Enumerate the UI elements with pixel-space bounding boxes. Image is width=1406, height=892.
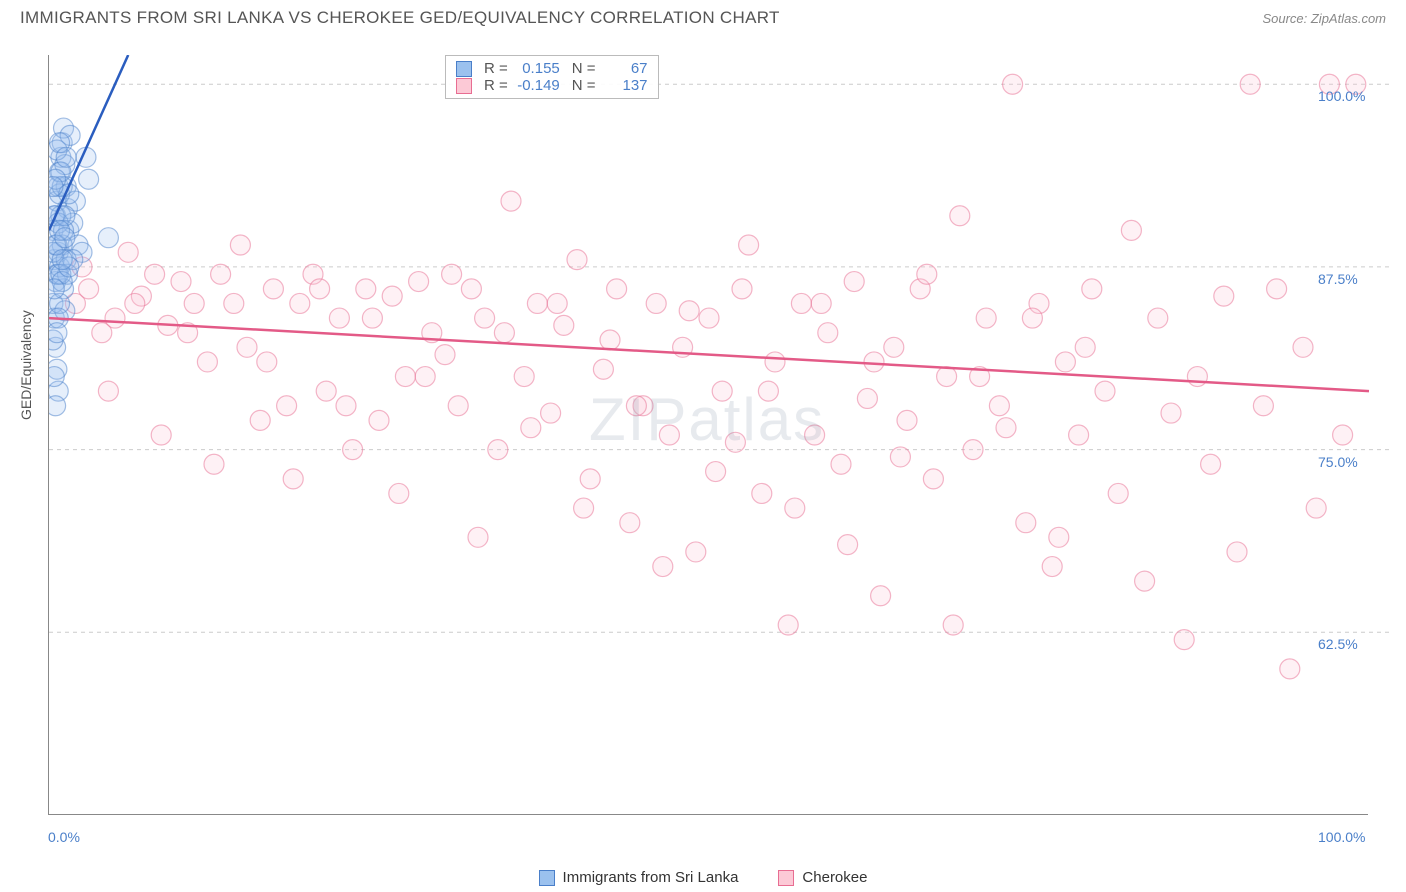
y-tick-label: 100.0% [1318, 88, 1365, 104]
stats-row-b: R = -0.149 N = 137 [456, 77, 648, 94]
stat-r-b: -0.149 [514, 77, 560, 94]
legend-item-b: Cherokee [778, 869, 867, 886]
stat-n-label: N = [572, 60, 596, 77]
legend-swatch-sri-lanka [539, 870, 555, 886]
x-tick-label: 0.0% [48, 829, 80, 845]
legend-item-a: Immigrants from Sri Lanka [539, 869, 739, 886]
stat-r-a: 0.155 [514, 60, 560, 77]
chart-title: IMMIGRANTS FROM SRI LANKA VS CHEROKEE GE… [20, 8, 780, 28]
source-attribution: Source: ZipAtlas.com [1262, 11, 1386, 26]
stats-panel: R = 0.155 N = 67 R = -0.149 N = 137 [445, 55, 659, 99]
y-tick-label: 62.5% [1318, 636, 1358, 652]
swatch-sri-lanka [456, 61, 472, 77]
y-tick-label: 75.0% [1318, 454, 1358, 470]
chart-plot-area: ZIPatlas [48, 55, 1368, 815]
legend-swatch-cherokee [778, 870, 794, 886]
stat-r-label: R = [484, 60, 508, 77]
y-tick-label: 87.5% [1318, 271, 1358, 287]
legend-label-b: Cherokee [802, 869, 867, 886]
stat-n-b: 137 [602, 77, 648, 94]
swatch-cherokee [456, 78, 472, 94]
stats-row-a: R = 0.155 N = 67 [456, 60, 648, 77]
x-tick-label: 100.0% [1318, 829, 1365, 845]
legend-label-a: Immigrants from Sri Lanka [563, 869, 739, 886]
stat-n-a: 67 [602, 60, 648, 77]
y-axis-label: GED/Equivalency [18, 310, 34, 420]
stat-n-label2: N = [572, 77, 596, 94]
stat-r-label2: R = [484, 77, 508, 94]
bottom-legend: Immigrants from Sri Lanka Cherokee [0, 869, 1406, 886]
scatter-svg [49, 55, 1389, 815]
